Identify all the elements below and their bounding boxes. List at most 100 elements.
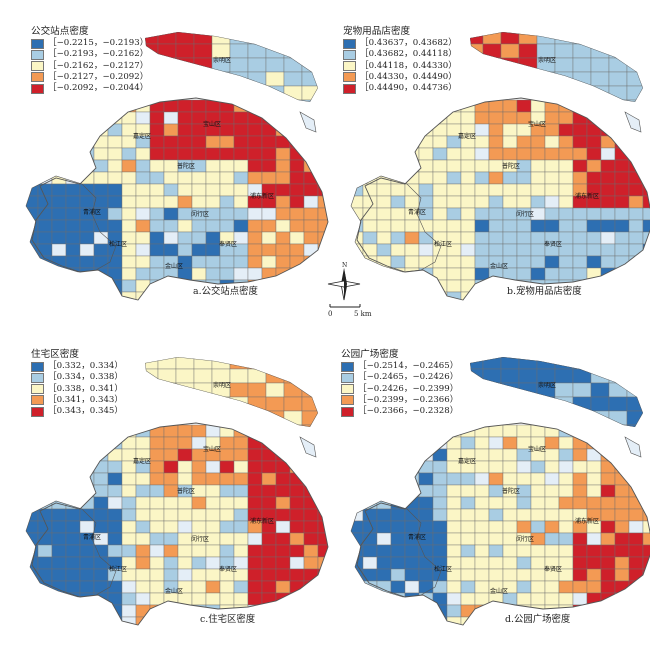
district-cell (229, 57, 249, 73)
district-cell (177, 243, 193, 257)
district-cell (79, 580, 95, 594)
district-cell (626, 357, 643, 370)
district-cell (177, 544, 193, 558)
district-cell (121, 592, 137, 606)
legend-item: ［0.43682，0.44118） (343, 49, 457, 60)
district-cell (418, 279, 434, 293)
district-cell (614, 532, 630, 546)
district-cell (351, 436, 364, 450)
district-cell (261, 231, 277, 245)
district-cell (157, 357, 177, 370)
district-cell (460, 496, 476, 510)
legend-label: ［0.44118，0.44330） (360, 60, 457, 71)
legend-label: ［0.44490，0.44736） (360, 83, 457, 94)
district-cell (642, 123, 650, 137)
district-cell (247, 85, 267, 101)
district-cell (376, 616, 392, 625)
district-cell (390, 568, 406, 582)
district-cell (586, 123, 602, 137)
district-cell (211, 368, 231, 384)
district-cell (261, 111, 277, 125)
district-cell (351, 111, 364, 125)
district-cell (247, 436, 263, 450)
district-cell (432, 147, 448, 161)
district-cell (536, 85, 556, 101)
district-cell (149, 219, 165, 233)
legend-title-b: 宠物用品店密度 (343, 26, 411, 37)
district-cell (460, 279, 476, 293)
district-cell (51, 171, 67, 185)
district-cell (432, 460, 448, 474)
legend-swatch (341, 361, 354, 372)
district-cell (149, 460, 165, 474)
district-cell (362, 616, 378, 625)
district-cell (265, 382, 285, 398)
district-cell (191, 243, 207, 257)
district-cell (572, 532, 588, 546)
district-cell (233, 123, 249, 137)
district-cell (219, 508, 235, 522)
district-cell (351, 616, 364, 625)
district-cell (432, 111, 448, 125)
district-cell (404, 111, 420, 125)
district-cell (488, 496, 504, 510)
district-cell (191, 255, 207, 269)
district-cell (37, 616, 53, 625)
district-cell (175, 85, 195, 101)
district-cell (283, 85, 303, 101)
district-cell (193, 43, 213, 59)
district-cell (460, 207, 476, 221)
district-cell (628, 532, 644, 546)
district-cell (191, 99, 207, 113)
district-cell (289, 171, 305, 185)
mainland-region (351, 424, 650, 625)
district-cell (149, 520, 165, 534)
district-cell (275, 123, 291, 137)
district-cell (219, 448, 235, 462)
district-cell (149, 111, 165, 125)
district-cell (26, 580, 39, 594)
district-label: 金山区 (490, 587, 508, 595)
district-cell (474, 111, 490, 125)
district-cell (65, 604, 81, 618)
district-cell (37, 556, 53, 570)
district-cell (93, 243, 109, 257)
district-cell (554, 368, 574, 384)
district-cell (247, 135, 263, 149)
district-cell (586, 255, 602, 269)
district-cell (642, 135, 650, 149)
district-cell (107, 99, 123, 113)
district-cell (65, 484, 81, 498)
district-cell (261, 171, 277, 185)
district-cell (404, 448, 420, 462)
district-cell (261, 279, 277, 293)
map-panel-b: 崇明区 宝山区 嘉定区 普陀区 浦东新区 青浦区 闵行区 松江区 奉贤区 金山区 宠物用品店密度 … (325, 0, 650, 320)
legend-label: ［−0.2092，−0.2044） (48, 83, 149, 94)
district-cell (93, 424, 109, 438)
district-cell (572, 484, 588, 498)
district-cell (177, 111, 193, 125)
district-cell (261, 123, 277, 137)
district-cell (265, 32, 285, 45)
district-cell (79, 568, 95, 582)
district-cell (474, 195, 490, 209)
district-cell (614, 243, 630, 257)
district-label: 崇明区 (213, 382, 231, 389)
district-cell (229, 85, 249, 101)
district-cell (26, 111, 39, 125)
district-cell (558, 219, 574, 233)
district-cell (376, 604, 392, 618)
district-cell (586, 472, 602, 486)
district-cell (261, 556, 277, 570)
district-cell (149, 291, 165, 300)
legend-label: ［0.338，0.341） (48, 383, 123, 394)
district-cell (558, 496, 574, 510)
district-cell (121, 183, 137, 197)
district-cell (149, 147, 165, 161)
legend-label: ［0.44330，0.44490） (360, 71, 457, 82)
district-cell (26, 472, 39, 486)
district-cell (418, 616, 434, 625)
district-cell (79, 243, 95, 257)
district-cell (642, 448, 650, 462)
district-cell (107, 207, 123, 221)
